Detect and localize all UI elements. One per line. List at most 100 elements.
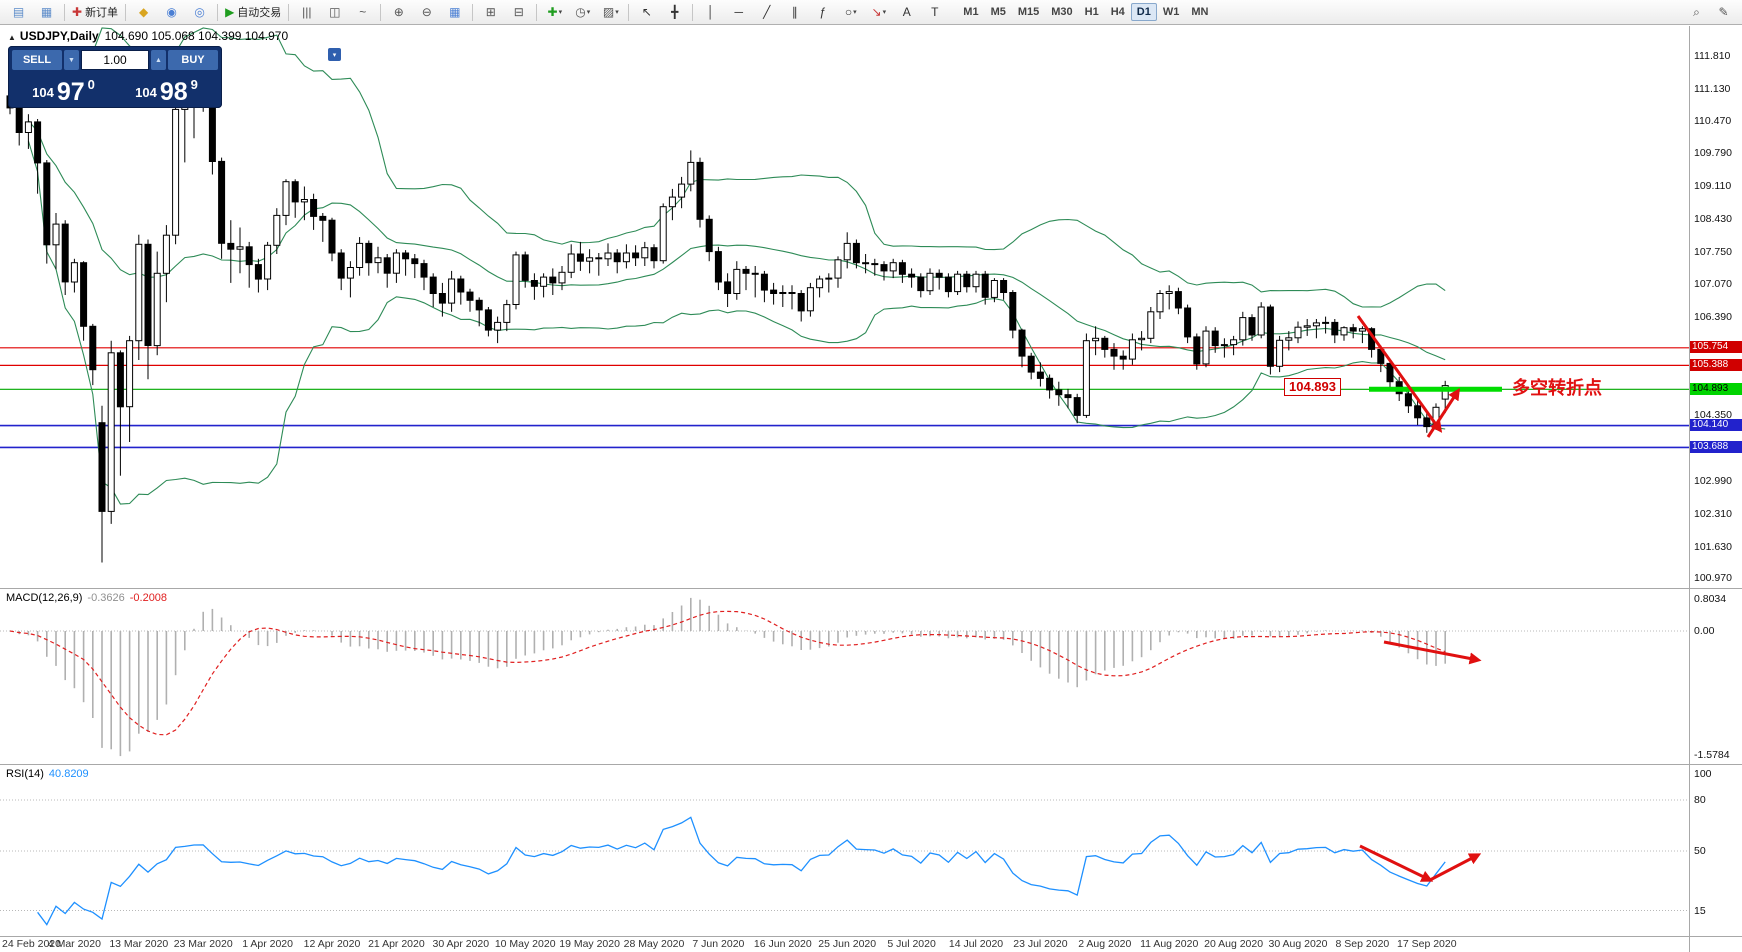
date-axis-label: 14 Jul 2020 [948,938,1004,950]
shapes-icon-glyph: ○ [844,5,853,19]
market-watch-icon[interactable]: ◉ [158,1,185,23]
price-level-flag: 103.688 [1690,440,1742,453]
bar-chart-type-icon-glyph: ||| [302,5,312,19]
timeframe-h4-button[interactable]: H4 [1110,6,1125,18]
zoom-out-icon[interactable]: ⊖ [413,1,440,23]
volume-increase-button[interactable]: ▲ [151,50,166,70]
data-window-icon[interactable]: ◎ [186,1,213,23]
toolbar-separator [380,3,382,21]
autotrading-button[interactable]: ▶ 自动交易 [222,1,284,23]
rsi-value: 40.8209 [48,768,89,780]
price-tick-label: 107.750 [1694,245,1732,258]
macd-rsi-splitter[interactable] [0,764,1742,765]
volume-decrease-button[interactable]: ▼ [64,50,79,70]
price-annotation-label[interactable]: 104.893 [1284,377,1341,396]
grid-icon-glyph: ▦ [449,5,461,19]
expert-advisors-icon[interactable]: ◆ [130,1,157,23]
templates-button-glyph: ▨ [602,5,615,19]
grid-icon[interactable]: ▦ [441,1,468,23]
new-chart-icon[interactable]: ▤ [5,1,32,23]
timeframe-m30-button[interactable]: M30 [1051,6,1073,18]
price-level-flag: 104.140 [1690,419,1742,432]
equidistant-channel-icon[interactable]: ∥ [781,1,808,23]
symbol-period-label: USDJPY,Daily [19,29,99,43]
indicators-button[interactable]: ✚ ▾ [541,1,568,23]
indicators-button-glyph: ✚ [547,5,558,19]
dropdown-caret-icon: ▾ [586,9,591,16]
cursor-icon[interactable]: ↖ [633,1,660,23]
timeframe-d1-button[interactable]: D1 [1130,3,1157,21]
bar-chart-type-icon[interactable]: ||| [293,1,320,23]
crosshair-icon-glyph: ╋ [671,5,679,19]
price-tick-label: 107.070 [1694,278,1732,291]
sell-button[interactable]: SELL [12,50,62,70]
vertical-line-icon-glyph: │ [707,5,715,19]
one-click-settings-icon[interactable]: ▾ [328,48,341,61]
toolbar-separator [64,3,65,21]
sell-price-pipette: 0 [87,77,95,92]
timeframe-mn-button[interactable]: MN [1191,6,1209,18]
price-tick-label: 111.130 [1694,82,1731,95]
toolbar-separator [628,3,630,21]
fibonacci-icon[interactable]: ƒ [809,1,836,23]
horizontal-line-icon[interactable]: ─ [725,1,752,23]
chart-profiles-icon-glyph: ▦ [40,5,53,19]
zoom-in-icon[interactable]: ⊕ [385,1,412,23]
collapse-panel-icon[interactable]: ▲ [8,33,16,42]
dropdown-caret-icon: ▾ [558,9,563,16]
price-tick-label: 104.350 [1694,409,1732,422]
templates-button[interactable]: ▨ ▾ [597,1,624,23]
toolbar: ▤ ▦ ✚ 新订单 ◆ ◉ ◎ ▶ 自动交易 ||| ◫ ~ ⊕ ⊖ ▦ ⊞ ⊟ ✚ ▾ ◷ ▾ ▨ ▾ ↖ ╋ │ ─ ╱ ∥ ƒ ○ ▾ ↘… [0,0,1742,25]
candlestick-chart-type-icon[interactable]: ◫ [321,1,348,23]
line-chart-type-icon[interactable]: ~ [349,1,376,23]
price-tick-label: 100.970 [1694,572,1732,585]
date-axis-label: 25 Jun 2020 [818,938,877,950]
pivot-annotation-text[interactable]: 多空转折点 [1512,377,1602,398]
periods-button[interactable]: ◷ ▾ [569,1,596,23]
new-order-button-label: 新订单 [85,7,119,19]
toolbar-right-icons: ⌕ ✎ [1683,1,1737,23]
price-tick-label: 102.310 [1694,507,1732,520]
shapes-icon[interactable]: ○ ▾ [837,1,864,23]
timeframe-w1-button[interactable]: W1 [1162,6,1180,18]
rsi-name: RSI(14) [6,768,44,780]
autotrading-button-glyph: ▶ [225,5,235,19]
price-axis-border [1689,26,1690,952]
price-level-flag: 105.754 [1690,341,1742,354]
trade-controls-row: SELL ▼ ▲ BUY [12,50,218,70]
date-axis-label: 30 Aug 2020 [1268,938,1328,950]
trendline-icon-glyph: ╱ [763,5,771,19]
toolbar-separator [472,3,474,21]
new-order-button[interactable]: ✚ 新订单 [69,1,121,23]
timeframe-m1-button[interactable]: M1 [963,6,979,18]
date-axis-label: 28 May 2020 [623,938,685,950]
main-macd-splitter[interactable] [0,588,1742,589]
tile-windows-icon[interactable]: ⊞ [477,1,504,23]
cascade-windows-icon[interactable]: ⊟ [505,1,532,23]
chart-title: ▲ USDJPY,Daily 104.690 105.068 104.399 104… [8,29,288,43]
text-label-icon[interactable]: T [921,1,948,23]
compose-icon[interactable]: ✎ [1710,1,1737,23]
sell-price[interactable]: 104 97 0 [12,73,115,104]
volume-input[interactable] [81,50,149,70]
buy-button[interactable]: BUY [168,50,218,70]
cursor-icon-glyph: ↖ [641,5,652,19]
chart-profiles-icon[interactable]: ▦ [33,1,60,23]
arrows-icon[interactable]: ↘ ▾ [865,1,892,23]
chart-canvas[interactable] [0,26,1689,952]
crosshair-icon[interactable]: ╋ [661,1,688,23]
price-tick-label: 110.470 [1694,114,1732,127]
trendline-icon[interactable]: ╱ [753,1,780,23]
timeframe-m5-button[interactable]: M5 [990,6,1006,18]
candles [6,60,1449,563]
date-axis-label: 19 May 2020 [559,938,620,950]
text-icon[interactable]: A [893,1,920,23]
price-tick-label: 101.630 [1694,540,1732,553]
buy-price[interactable]: 104 98 9 [115,73,218,104]
vertical-line-icon[interactable]: │ [697,1,724,23]
search-icon[interactable]: ⌕ [1683,1,1710,23]
trend-arrows[interactable] [1356,315,1482,882]
date-axis-label: 4 Mar 2020 [47,938,101,950]
timeframe-h1-button[interactable]: H1 [1084,6,1099,18]
timeframe-m15-button[interactable]: M15 [1017,6,1040,18]
